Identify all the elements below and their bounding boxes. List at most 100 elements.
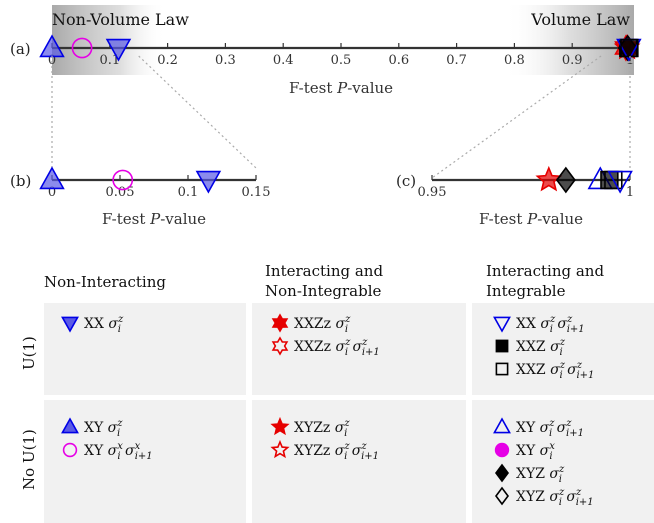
legend-entry-nou1_nonint-1: XY σx i σx i+1 — [62, 441, 153, 462]
panel-c: (c) 0.95 1 F-test P-value — [396, 165, 634, 228]
legend-entry-nou1_nonintegrable-1: XYZz σz i σz i+1 — [270, 439, 379, 462]
legend-entry-u1_nonintegrable-1: XXZz σz i σz i+1 — [271, 336, 380, 358]
non-volume-law-label: Non-Volume Law — [52, 10, 189, 29]
marker-xy-s-i-z — [39, 166, 65, 190]
point-xyz-s-i-z — [555, 166, 576, 194]
tick-label: 0.4 — [273, 53, 294, 68]
point-xx-s-i-z-s-i-1-z — [607, 170, 633, 194]
marker-xyz-s-i-z — [555, 166, 576, 194]
legend-label: XYZz σz i σz i+1 — [294, 441, 379, 462]
zoom-connectors — [51, 55, 631, 179]
legend-marker-diamond-open-black — [495, 486, 509, 506]
panel-b-label: (b) — [10, 172, 31, 190]
panel-a-xlabel: F-test P-value — [289, 79, 393, 97]
volume-law-region — [504, 5, 634, 75]
legend-items: XX σz i XXZz σz i XXZz σz i σz i+1 XX σz i σz… — [61, 313, 594, 508]
panel-c-label: (c) — [396, 172, 416, 190]
legend-marker-circle-open-magenta — [62, 442, 78, 458]
legend-entry-nou1_integrable-2: XYZ σz i — [495, 463, 565, 485]
marker-xy-s-i-x-s-i-1-x — [112, 169, 134, 191]
tick-label: 0.9 — [562, 53, 583, 68]
legend-label: XXZz σz i σz i+1 — [294, 337, 380, 358]
header-non-integrable: Non-Integrable — [265, 282, 381, 300]
tick-label: 1 — [626, 53, 634, 68]
legend-entry-nou1_nonintegrable-0: XYZz σz i — [270, 416, 350, 439]
legend-entry-u1_integrable-1: XXZ σz i — [495, 337, 566, 358]
legend-label: XY σx i — [516, 441, 555, 462]
legend-entry-u1_nonintegrable-0: XXZz σz i — [271, 313, 351, 335]
tick-label: 0.2 — [157, 53, 178, 68]
tick-label: 0.5 — [331, 53, 352, 68]
header-interacting-2: Interacting and — [486, 262, 604, 280]
legend-entry-nou1_integrable-3: XYZ σz i σz i+1 — [495, 486, 594, 508]
point-xyzz-s-i-z — [535, 165, 563, 192]
legend-entry-u1_nonint-0: XX σz i — [61, 314, 124, 335]
legend-label: XY σx i σx i+1 — [84, 441, 153, 462]
legend-marker-tri-down-open-blue — [493, 316, 511, 333]
legend-entry-nou1_nonint-0: XY σz i — [61, 417, 123, 439]
tick-label: 0.7 — [446, 53, 467, 68]
row-header-no-u1: No U(1) — [20, 429, 38, 490]
panel-b: (b) 0 0.05 0.1 0.15 F-test P-value — [10, 166, 271, 228]
cell-nou1-nonintegrable — [252, 400, 466, 523]
legend-marker-square-filled-black — [495, 339, 509, 353]
cell-nou1-nonint — [44, 400, 246, 523]
legend-marker-tri-up-filled-blue — [61, 417, 79, 434]
legend-marker-star-filled-red — [270, 416, 290, 436]
legend-label: XY σz i — [84, 418, 123, 439]
legend-table: Non-Interacting Interacting and Non-Inte… — [20, 262, 654, 523]
tick-label: 0.15 — [242, 185, 271, 200]
legend-label: XY σz i σz i+1 — [516, 418, 584, 439]
legend-entry-u1_integrable-2: XXZ σz i σz i+1 — [495, 360, 594, 381]
point-xy-s-i-z — [39, 166, 65, 190]
legend-entry-nou1_integrable-1: XY σx i — [494, 441, 555, 462]
legend-marker-hexagram-filled-red — [271, 313, 289, 333]
legend-entry-u1_integrable-0: XX σz i σz i+1 — [493, 314, 585, 335]
tick-label: 0.8 — [504, 53, 525, 68]
legend-marker-tri-up-open-blue — [493, 417, 511, 434]
marker-xx-s-i-z — [105, 38, 132, 62]
legend-marker-hexagram-open-red — [271, 336, 289, 356]
legend-label: XYZz σz i — [294, 418, 350, 439]
tick-label: 0.95 — [418, 185, 447, 200]
tick-label: 0.3 — [215, 53, 236, 68]
legend-label: XXZ σz i σz i+1 — [516, 360, 594, 381]
legend-label: XXZz σz i — [294, 314, 351, 335]
header-integrable: Integrable — [486, 282, 566, 300]
tick-label: 0 — [48, 185, 56, 200]
connector-b-right — [138, 55, 257, 169]
legend-marker-circle-filled-magenta — [494, 442, 510, 458]
marker-xyzz-s-i-z — [535, 165, 563, 192]
panel-b-points — [39, 166, 222, 194]
panel-a-points — [39, 33, 642, 62]
legend-marker-square-open-black — [495, 362, 509, 376]
legend-label: XXZ σz i — [516, 337, 566, 358]
panel-a-label: (a) — [10, 40, 31, 58]
tick-label: 0.1 — [99, 53, 120, 68]
tick-label: 0.6 — [388, 53, 409, 68]
legend-marker-star-open-red — [270, 439, 290, 459]
point-xx-s-i-z — [105, 38, 132, 62]
legend-entry-nou1_integrable-0: XY σz i σz i+1 — [493, 417, 584, 439]
tick-label: 0 — [48, 53, 56, 68]
legend-label: XYZ σz i σz i+1 — [516, 487, 594, 508]
legend-label: XX σz i — [84, 314, 124, 335]
panel-b-xlabel: F-test P-value — [102, 210, 206, 228]
legend-label: XYZ σz i — [516, 464, 565, 485]
panel-b-ticks: 0 0.05 0.1 0.15 — [48, 175, 271, 200]
panel-a: Non-Volume Law Volume Law (a) 0 0.1 0.2 0.3… — [10, 5, 642, 97]
panel-c-xlabel: F-test P-value — [479, 210, 583, 228]
header-interacting-1: Interacting and — [265, 262, 383, 280]
row-header-u1: U(1) — [20, 336, 38, 370]
panel-c-points — [535, 165, 633, 194]
tick-label: 1 — [626, 185, 634, 200]
header-non-interacting: Non-Interacting — [44, 273, 166, 291]
legend-marker-tri-down-filled-blue — [61, 316, 79, 333]
marker-xy-s-i-x-s-i-1-x — [71, 37, 93, 59]
point-xy-s-i-x-s-i-1-x — [71, 37, 93, 59]
point-xx-s-i-z — [195, 170, 222, 194]
marker-xx-s-i-z — [195, 170, 222, 194]
legend-marker-diamond-filled-black — [495, 463, 509, 483]
panel-a-ticks: 0 0.1 0.2 0.3 0.4 0.5 0.6 0.7 0.8 0.9 1 — [48, 43, 634, 68]
